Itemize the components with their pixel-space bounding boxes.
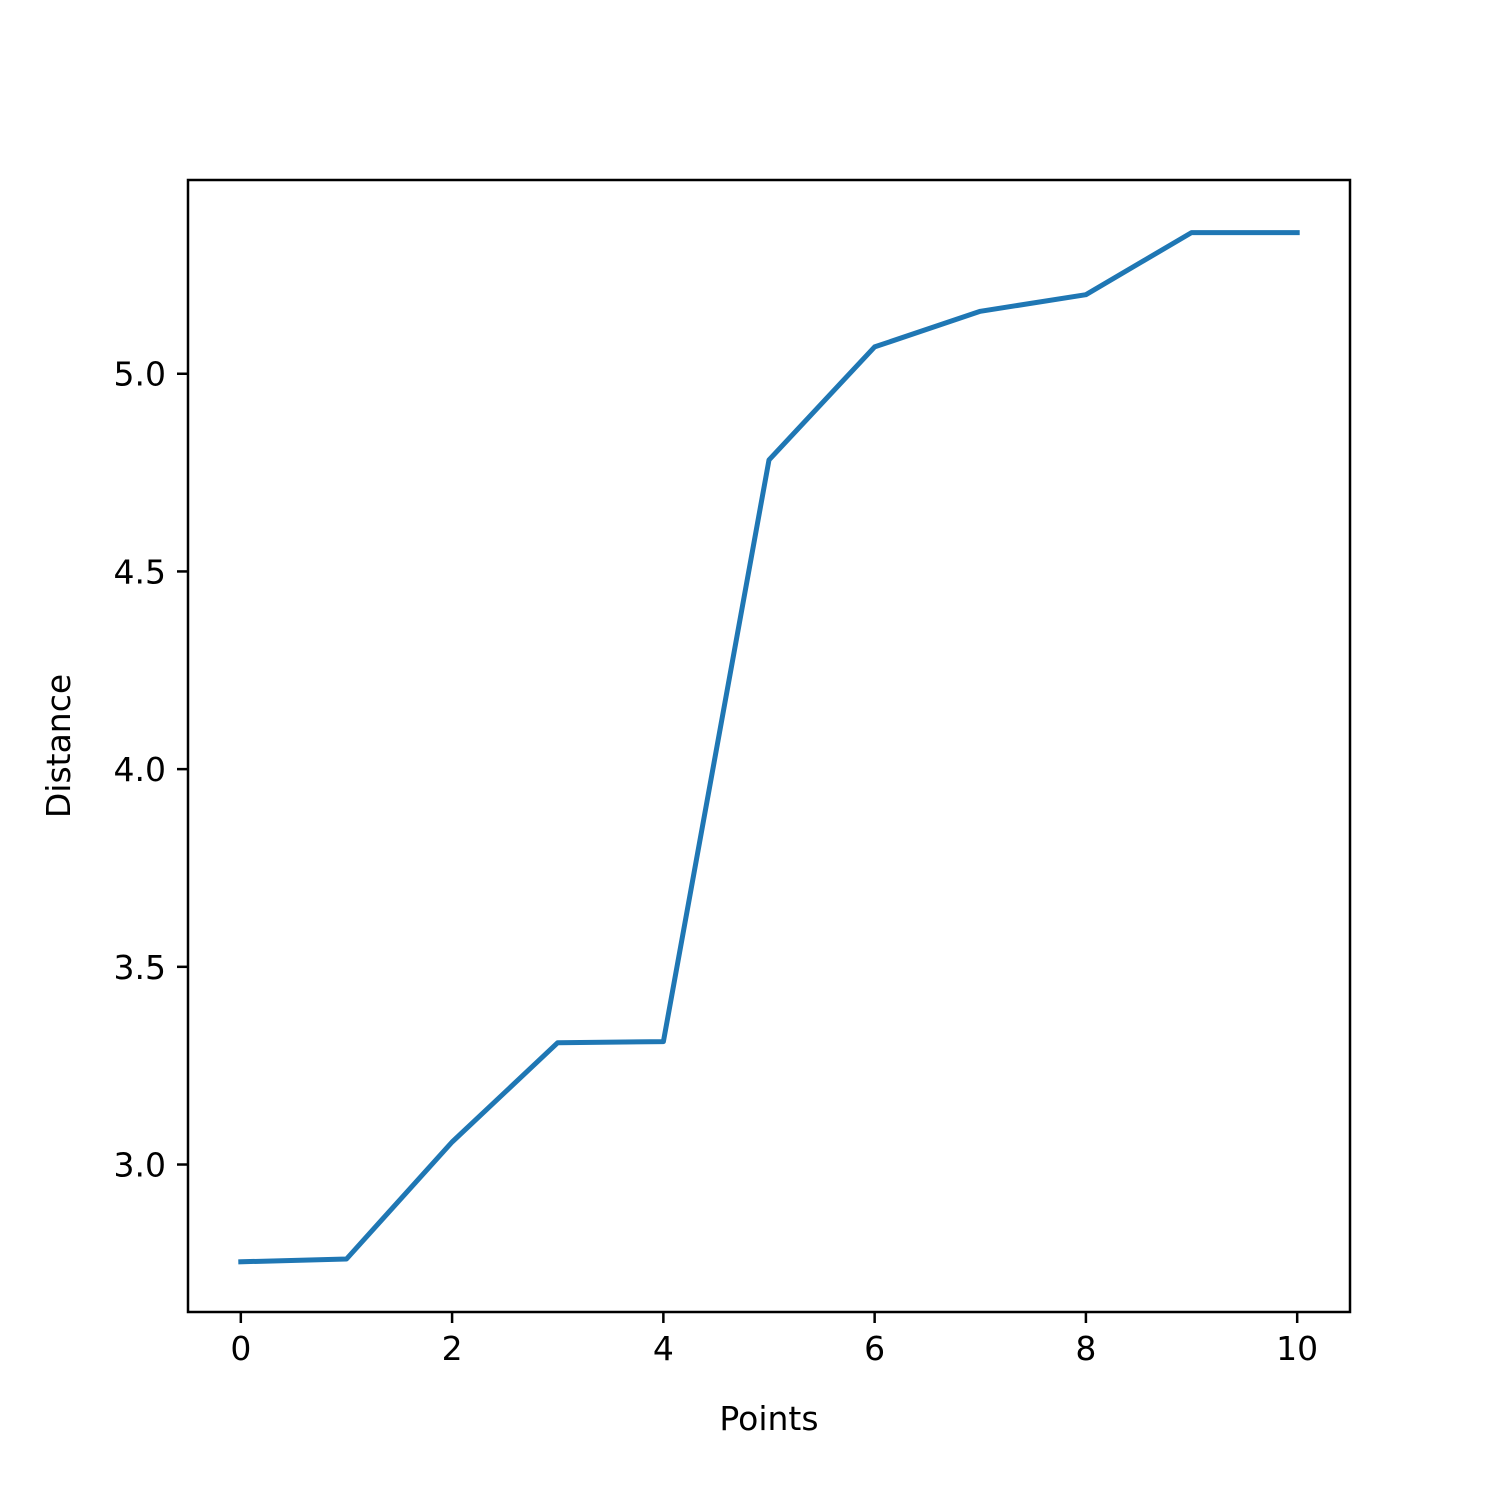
y-tick-label: 4.0 [114, 750, 166, 789]
x-tick-label: 8 [1075, 1329, 1096, 1368]
x-tick-label: 2 [442, 1329, 463, 1368]
y-axis-ticks: 3.0 3.5 4.0 4.5 5.0 [114, 355, 188, 1185]
y-axis-label: Distance [39, 674, 78, 818]
y-tick-label: 3.0 [114, 1146, 166, 1185]
series-line [238, 230, 1300, 1265]
plot-frame [186, 178, 1352, 1314]
x-tick-label: 0 [230, 1329, 251, 1368]
x-tick-label: 10 [1276, 1329, 1318, 1368]
y-tick-label: 4.5 [114, 552, 166, 591]
plot-area [238, 230, 1300, 1265]
x-axis-label: Points [719, 1399, 818, 1438]
x-tick-label: 6 [864, 1329, 885, 1368]
y-tick-label: 5.0 [114, 355, 166, 394]
x-axis-ticks: 0 2 4 6 8 10 [230, 1312, 1318, 1368]
y-tick-label: 3.5 [114, 948, 166, 987]
x-tick-label: 4 [653, 1329, 674, 1368]
